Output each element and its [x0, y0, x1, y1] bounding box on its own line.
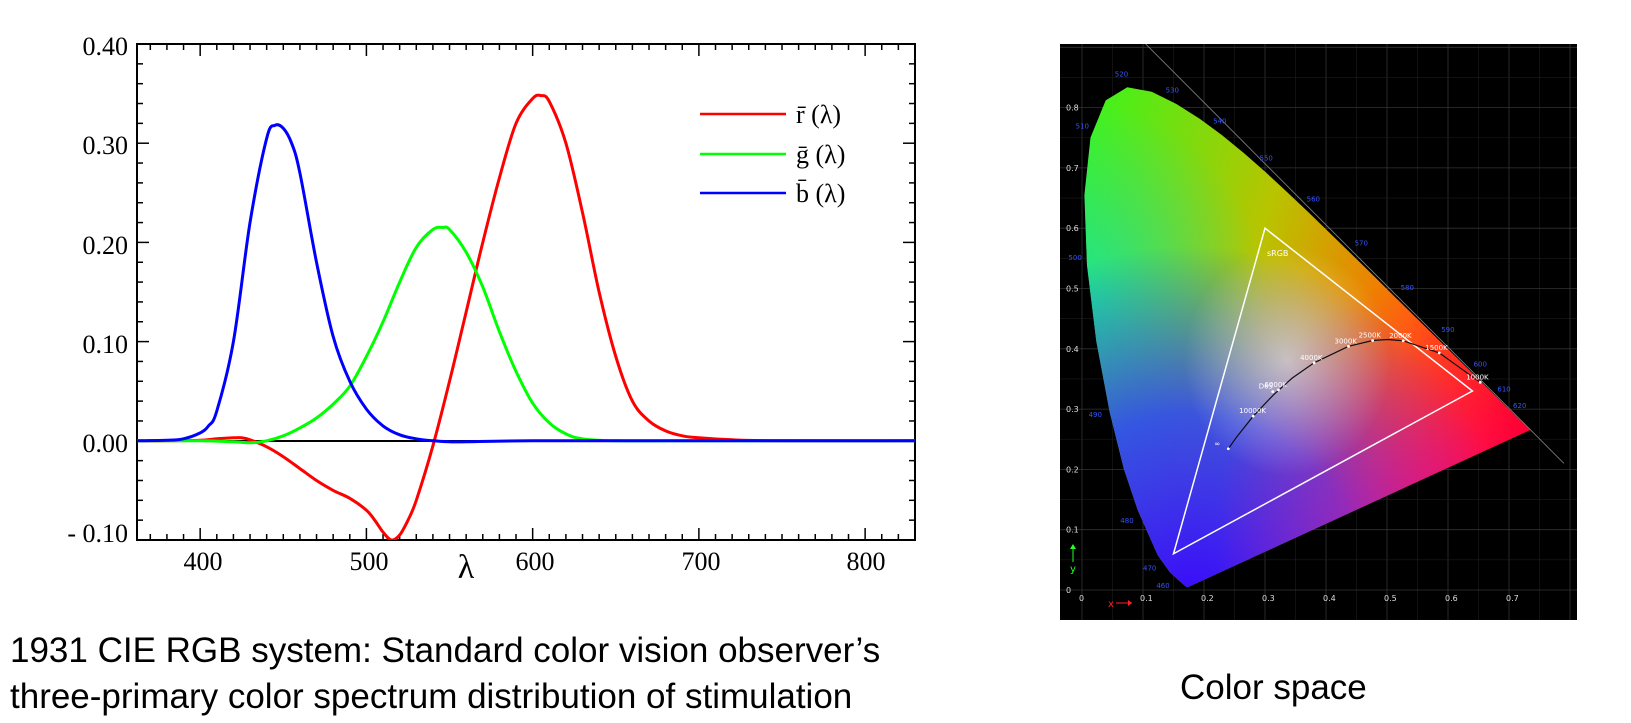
temperature-point [1277, 388, 1280, 392]
temperature-label: 3000K [1335, 337, 1358, 345]
x-tick-label: 500 [350, 547, 389, 576]
wavelength-label: 520 [1115, 71, 1128, 79]
temperature-label: ∞ [1214, 440, 1220, 448]
g-bar-curve [137, 225, 915, 445]
y-tick-labels: 0.40 0.30 0.20 0.10 0.00 - 0.10 [67, 32, 128, 548]
y-tick-label: 0.1 [1066, 526, 1079, 535]
temperature-point [1271, 390, 1275, 394]
axis-indicators: x y [1070, 544, 1132, 610]
srgb-label: sRGB [1267, 249, 1288, 258]
left-caption-line-2: three-primary color spectrum distributio… [10, 677, 853, 716]
temperature-label: 10000K [1239, 407, 1266, 415]
legend: r̄ (λ) ḡ (λ) b̄ (λ) [700, 100, 845, 208]
temperature-point [1347, 344, 1350, 348]
wavelength-label: 560 [1307, 196, 1320, 204]
y-arrowhead-icon [1070, 544, 1076, 549]
y-tick-label: - 0.10 [67, 519, 128, 548]
wavelength-labels: 520 530 540 550 560 570 580 590 600 610 620 510 500 4… [1068, 71, 1526, 591]
temperature-label: 2500K [1359, 332, 1382, 340]
x-tick-label: 0.4 [1323, 594, 1336, 603]
wavelength-label: 460 [1156, 582, 1169, 590]
x-tick-label: 400 [184, 547, 223, 576]
wavelength-label: 590 [1441, 326, 1454, 334]
y-axis-indicator: y [1070, 564, 1076, 575]
x-tick-label: 700 [682, 547, 721, 576]
plot-frame [136, 43, 916, 541]
x-tick-label: 600 [516, 547, 555, 576]
x-tick-label: 0 [1079, 594, 1084, 603]
planckian-locus [1227, 338, 1481, 450]
y-tick-label: 0.2 [1066, 465, 1079, 474]
legend-label-green: ḡ (λ) [796, 140, 845, 169]
axis-tick-labels: 0 0.1 0.2 0.3 0.4 0.5 0.6 0.7 0 0.1 0.2 0.3 0.4 0.5 0.… [1066, 104, 1519, 603]
y-tick-label: 0.4 [1066, 345, 1079, 354]
wavelength-label: 490 [1089, 411, 1102, 419]
b-bar-curve [137, 123, 915, 444]
wavelength-label: 470 [1143, 565, 1156, 573]
y-tick-label: 0.3 [1066, 405, 1079, 414]
temperature-label: 2000K [1389, 332, 1412, 340]
x-tick-label: 0.5 [1384, 594, 1397, 603]
temperature-point [1437, 351, 1441, 355]
wavelength-label: 570 [1355, 239, 1368, 247]
y-tick-label: 0.5 [1066, 285, 1079, 294]
x-tick-label: 800 [847, 547, 886, 576]
wavelength-label: 530 [1166, 87, 1179, 95]
y-tick-label: 0.20 [83, 231, 129, 260]
x-axis-label: λ [458, 549, 475, 586]
y-tick-label: 0.00 [83, 429, 129, 458]
r-bar-curve [137, 93, 915, 540]
x-arrowhead-icon [1128, 600, 1132, 606]
temperature-label: D65 [1259, 383, 1273, 391]
y-tick-label: 0.7 [1066, 164, 1079, 173]
temperature-point [1312, 361, 1316, 365]
x-axis-indicator: x [1108, 599, 1114, 610]
temperature-point [1401, 339, 1405, 343]
wavelength-label: 550 [1260, 154, 1273, 162]
srgb-triangle [1172, 226, 1474, 556]
y-tick-label: 0.40 [83, 32, 129, 61]
left-caption-line-1: 1931 CIE RGB system: Standard color visi… [10, 631, 881, 670]
x-tick-label: 0.2 [1201, 594, 1214, 603]
x-tick-label: 0.3 [1262, 594, 1275, 603]
y-tick-label: 0.8 [1066, 104, 1079, 113]
wavelength-label: 500 [1068, 254, 1081, 262]
wavelength-label: 480 [1120, 517, 1133, 525]
temperature-point [1371, 339, 1375, 342]
legend-label-red: r̄ (λ) [796, 100, 841, 129]
legend-label-blue: b̄ (λ) [796, 179, 845, 208]
temperature-label: 4000K [1300, 354, 1323, 362]
temperature-label: 1500K [1425, 344, 1448, 352]
y-tick-label: 0.6 [1066, 224, 1079, 233]
wavelength-label: 600 [1474, 360, 1487, 368]
x-tick-label: 0.1 [1140, 594, 1153, 603]
wavelength-label: 510 [1076, 122, 1089, 130]
y-tick-label: 0 [1066, 586, 1071, 595]
temperature-label: 6000K [1264, 381, 1287, 389]
wavelength-label: 580 [1401, 284, 1414, 292]
rgb-matching-functions-chart: 0.40 0.30 0.20 0.10 0.00 - 0.10 400 500 … [67, 32, 916, 586]
wavelength-label: 620 [1513, 402, 1526, 410]
temperature-label: 1000K [1466, 373, 1489, 381]
left-caption: 1931 CIE RGB system: Standard color visi… [10, 628, 880, 720]
right-caption: Color space [1180, 668, 1367, 707]
x-tick-label: 0.6 [1445, 594, 1458, 603]
wavelength-label: 610 [1497, 385, 1510, 393]
temperature-point [1226, 447, 1230, 451]
tangent-line [1145, 44, 1565, 464]
temperature-point [1478, 380, 1482, 384]
cie-chromaticity-diagram: 0 0.1 0.2 0.3 0.4 0.5 0.6 0.7 0 0.1 0.2 0.3 0.4 0.5 0.… [1060, 44, 1577, 620]
series-layer [137, 93, 915, 540]
y-tick-label: 0.30 [83, 131, 129, 160]
y-tick-label: 0.10 [83, 330, 129, 359]
wavelength-label: 540 [1213, 117, 1226, 125]
x-tick-label: 0.7 [1506, 594, 1519, 603]
tick-marks [137, 44, 916, 540]
x-tick-labels: 400 500 600 700 800 [184, 547, 886, 576]
temperature-point [1251, 414, 1255, 418]
